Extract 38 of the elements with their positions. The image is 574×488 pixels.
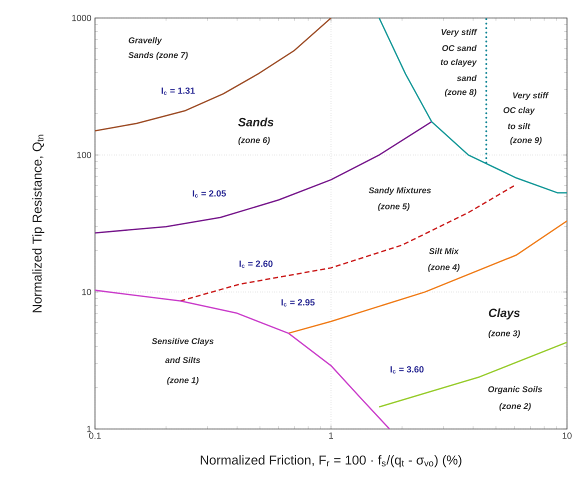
annotation: to clayey bbox=[440, 58, 477, 67]
annotation: Sensitive Clays bbox=[152, 338, 214, 346]
annotation: and Silts bbox=[165, 356, 200, 364]
annotation: I$_{c}$ = 3.60 bbox=[390, 366, 424, 374]
annotation: Sands bbox=[238, 118, 274, 126]
annotation: to silt bbox=[508, 122, 530, 130]
y-tick-label: 1000 bbox=[72, 14, 92, 22]
annotation: (zone 8) bbox=[444, 88, 476, 97]
annotation: OC sand bbox=[442, 44, 477, 52]
text: Normalized Friction, F$_{r}$ = 100 · f$_{s}$/(q$_{t}$ - σ$_{vo}$) (%) bbox=[200, 455, 462, 468]
annotation: (zone 4) bbox=[428, 264, 460, 272]
annotation: I$_{c}$ = 1.31 bbox=[162, 87, 195, 95]
annotation: (zone 6) bbox=[238, 136, 270, 145]
annotation: Organic Soils bbox=[488, 386, 542, 394]
x-tick-label: 0.1 bbox=[89, 432, 101, 439]
y-tick-label: 1 bbox=[87, 426, 92, 432]
annotation: (zone 2) bbox=[499, 402, 531, 411]
y-tick-label: 100 bbox=[77, 152, 92, 158]
annotation: I$_{c}$ = 2.95 bbox=[282, 299, 315, 306]
annotation: sand bbox=[456, 74, 477, 82]
annotation: Sandy Mixtures bbox=[368, 187, 431, 195]
annotation: (zone 9) bbox=[510, 136, 542, 145]
annotation: (zone 3) bbox=[488, 330, 520, 338]
annotation: OC clay bbox=[503, 106, 535, 115]
annotation: Clays bbox=[488, 308, 520, 320]
annotation: (zone 5) bbox=[378, 203, 410, 211]
annotation: Gravelly bbox=[128, 37, 162, 45]
annotation: I$_{c}$ = 2.05 bbox=[192, 190, 226, 198]
x-tick-label: 10 bbox=[562, 432, 572, 439]
x-tick-label: 1 bbox=[329, 432, 334, 439]
y-tick-label: 10 bbox=[82, 288, 92, 296]
annotation: (zone 1) bbox=[167, 376, 199, 385]
annotation: Very stiff bbox=[442, 28, 478, 37]
annotation: I$_{c}$ = 2.60 bbox=[240, 260, 273, 268]
y-axis-title: Normalized Tip Resistance, Q$_{tn}$ bbox=[32, 134, 44, 312]
annotation: Very stiff bbox=[513, 92, 549, 100]
annotation: Sands (zone 7) bbox=[128, 52, 188, 60]
annotation: Silt Mix bbox=[429, 248, 459, 254]
